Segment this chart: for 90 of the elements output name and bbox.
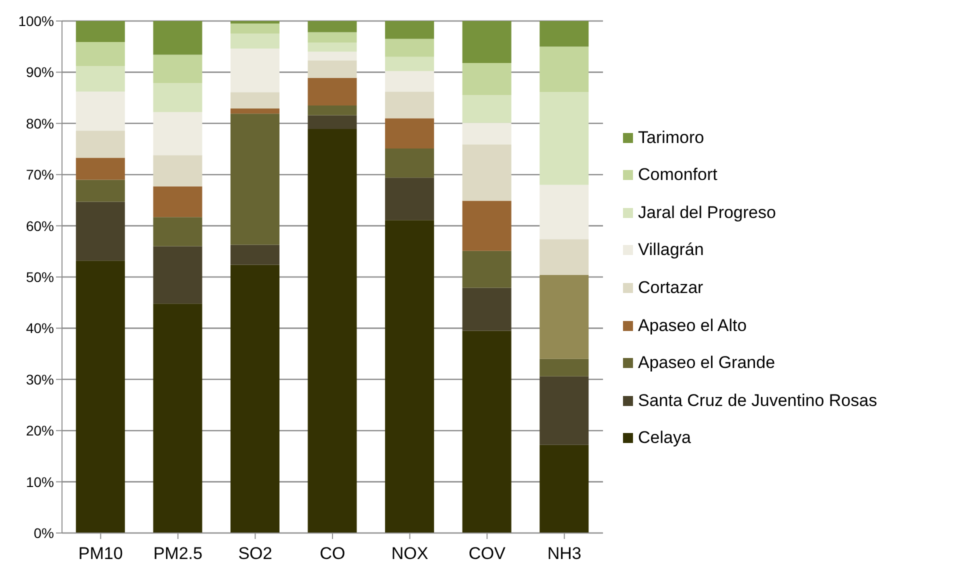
x-tick-label: CO xyxy=(320,544,346,564)
x-tick-label: PM10 xyxy=(78,544,123,564)
legend-label: Celaya xyxy=(638,428,691,448)
bar xyxy=(76,202,125,261)
bar xyxy=(308,115,357,130)
y-tick-label: 50% xyxy=(26,268,54,285)
bar xyxy=(385,118,434,148)
bar xyxy=(153,82,202,112)
bar xyxy=(153,186,202,218)
bar xyxy=(540,46,589,92)
bar xyxy=(540,444,589,533)
bar xyxy=(462,62,512,96)
x-tick-label: SO2 xyxy=(238,544,272,564)
bar xyxy=(153,155,202,186)
bar xyxy=(308,42,357,52)
y-tick-label: 100% xyxy=(18,12,54,29)
bar xyxy=(385,220,434,533)
legend-label: Apaseo el Grande xyxy=(638,353,776,374)
bar xyxy=(76,130,125,158)
bar xyxy=(462,21,512,63)
bar xyxy=(308,21,357,32)
y-tick-label: 80% xyxy=(26,115,54,132)
bar xyxy=(462,330,512,533)
x-tick-label: COV xyxy=(468,544,506,564)
bar xyxy=(230,244,280,265)
legend-label: Tarimoro xyxy=(638,128,704,148)
bar xyxy=(385,56,434,72)
bar xyxy=(462,122,512,144)
bar xyxy=(385,21,434,39)
bar xyxy=(308,32,357,43)
bar xyxy=(153,304,202,533)
bar xyxy=(76,180,125,202)
bar xyxy=(230,24,280,34)
y-tick-label: 0% xyxy=(34,524,54,541)
bar xyxy=(230,92,280,109)
bar xyxy=(76,21,125,42)
y-tick-label: 10% xyxy=(26,474,54,490)
legend-label: Jaral del Progreso xyxy=(638,202,776,223)
bar xyxy=(153,54,202,83)
bar xyxy=(153,217,202,246)
y-tick-label: 90% xyxy=(26,64,54,80)
legend-label: Santa Cruz de Juventino Rosas xyxy=(638,390,878,411)
bar xyxy=(462,95,512,123)
bar xyxy=(308,52,357,60)
bar xyxy=(153,112,202,156)
legend-label: Comonfort xyxy=(638,165,718,186)
bar xyxy=(385,148,434,178)
bar xyxy=(308,129,357,533)
bar xyxy=(540,358,589,376)
bar xyxy=(540,21,589,47)
bar xyxy=(462,200,512,251)
y-tick-label: 20% xyxy=(26,422,54,439)
y-tick-label: 60% xyxy=(26,218,54,234)
legend-label: Villagrán xyxy=(638,240,704,260)
bar xyxy=(540,376,589,445)
bar xyxy=(540,274,589,359)
bar xyxy=(385,71,434,92)
bar xyxy=(308,105,357,116)
bar xyxy=(230,108,280,114)
y-tick-label: 40% xyxy=(26,320,54,336)
bar xyxy=(462,144,512,201)
bar xyxy=(153,246,202,304)
bar xyxy=(308,78,357,106)
bar xyxy=(540,184,589,240)
x-tick-label: NH3 xyxy=(547,544,582,564)
bar xyxy=(76,158,125,180)
bar xyxy=(76,92,125,131)
legend-label: Cortazar xyxy=(638,278,704,298)
x-tick-label: PM2.5 xyxy=(153,544,202,564)
bar xyxy=(230,21,280,24)
bar xyxy=(385,92,434,118)
bar xyxy=(385,178,434,220)
bar xyxy=(540,92,589,185)
x-tick-label: NOX xyxy=(391,544,428,564)
bar xyxy=(385,38,434,57)
bar xyxy=(230,34,280,49)
bar xyxy=(76,260,125,533)
bar xyxy=(153,21,202,55)
bar xyxy=(76,66,125,92)
bar xyxy=(230,48,280,92)
legend-label: Apaseo el Alto xyxy=(638,316,747,336)
bar xyxy=(230,114,280,245)
y-tick-label: 70% xyxy=(26,166,54,183)
bar xyxy=(462,250,512,288)
bar xyxy=(540,239,589,275)
bar xyxy=(76,42,125,66)
bar xyxy=(462,288,512,331)
y-tick-label: 30% xyxy=(26,371,54,388)
bar xyxy=(230,264,280,533)
bar xyxy=(308,60,357,78)
